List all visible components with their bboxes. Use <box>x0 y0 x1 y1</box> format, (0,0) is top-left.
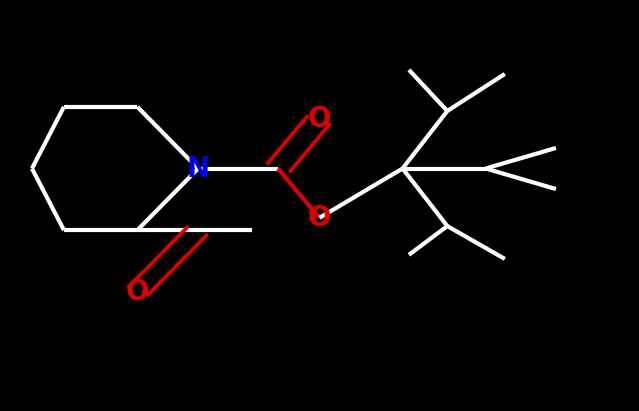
Text: O: O <box>308 105 331 133</box>
Text: O: O <box>308 204 331 232</box>
Text: N: N <box>187 155 210 182</box>
Text: O: O <box>126 278 149 306</box>
